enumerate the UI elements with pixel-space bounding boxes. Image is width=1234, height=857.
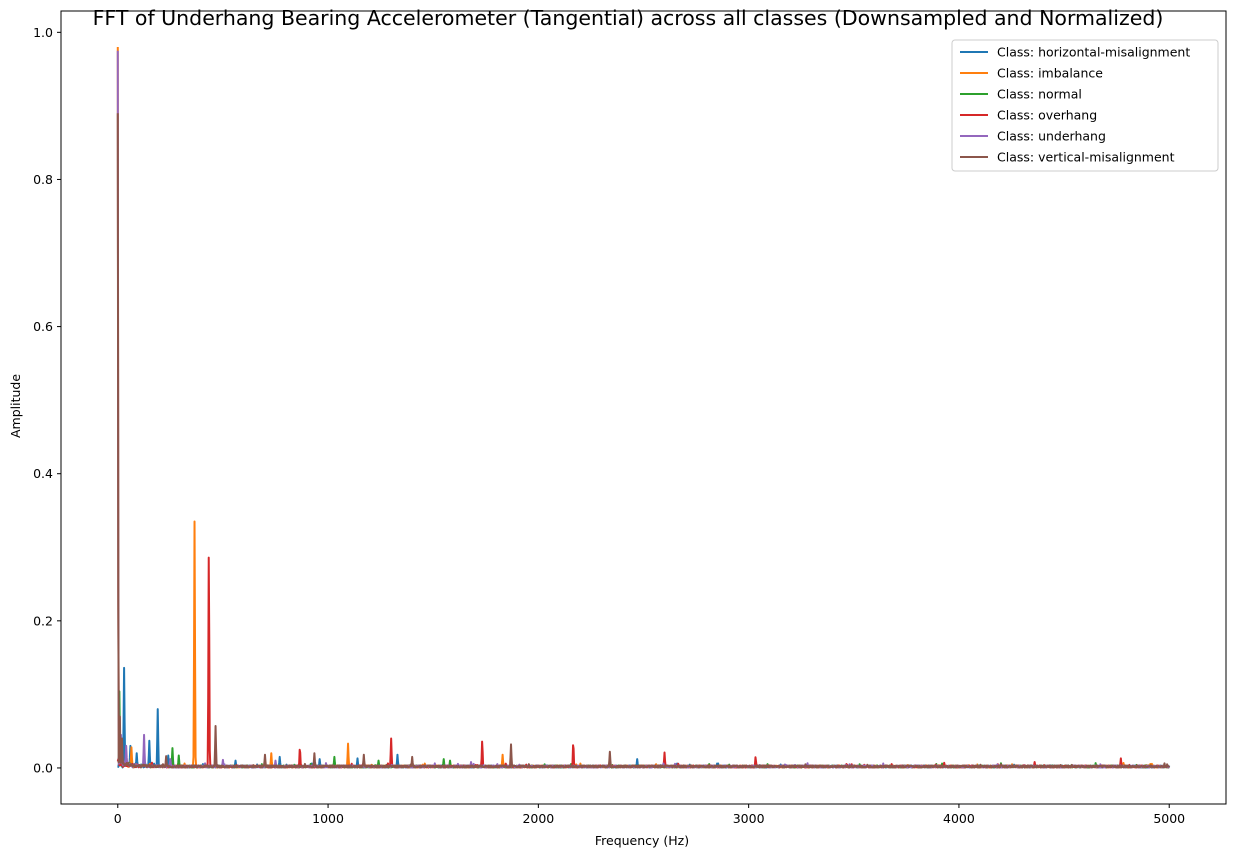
legend-entry-label: Class: imbalance — [997, 66, 1103, 81]
axis-ticks: 0 1000 2000 3000 4000 5000 0.0 0.2 0.4 0.6 0.8 1.0 — [33, 25, 1185, 826]
y-tick-label: 0.8 — [33, 172, 53, 187]
series-line-2 — [117, 690, 1170, 769]
x-tick-label: 0 — [114, 811, 122, 826]
x-axis-label: Frequency (Hz) — [595, 833, 689, 848]
legend-entry-label: Class: vertical-misalignment — [997, 150, 1175, 165]
plot-area — [60, 10, 1227, 805]
x-tick-label: 4000 — [943, 811, 975, 826]
legend-entry-label: Class: normal — [997, 87, 1082, 102]
series-group — [116, 47, 1171, 769]
x-tick-label: 5000 — [1153, 811, 1185, 826]
series-line-0 — [117, 666, 1171, 769]
y-tick-label: 0.0 — [33, 760, 53, 775]
series-line-3 — [116, 556, 1170, 769]
legend-frame — [951, 39, 1219, 172]
legend: Class: horizontal-misalignment Class: imb… — [951, 39, 1219, 172]
y-axis-label: Amplitude — [8, 374, 23, 438]
legend-entry-label: Class: underhang — [997, 129, 1106, 144]
y-tick-label: 0.2 — [33, 613, 53, 628]
series-line-5 — [116, 113, 1170, 769]
x-tick-label: 2000 — [522, 811, 554, 826]
y-tick-label: 0.6 — [33, 319, 53, 334]
y-tick-label: 0.4 — [33, 466, 53, 481]
x-tick-label: 3000 — [733, 811, 765, 826]
chart-title: FFT of Underhang Bearing Accelerometer (… — [93, 6, 1164, 30]
legend-entry-label: Class: overhang — [997, 108, 1097, 123]
y-tick-label: 1.0 — [33, 25, 53, 40]
x-tick-label: 1000 — [312, 811, 344, 826]
legend-entry-label: Class: horizontal-misalignment — [997, 45, 1190, 60]
